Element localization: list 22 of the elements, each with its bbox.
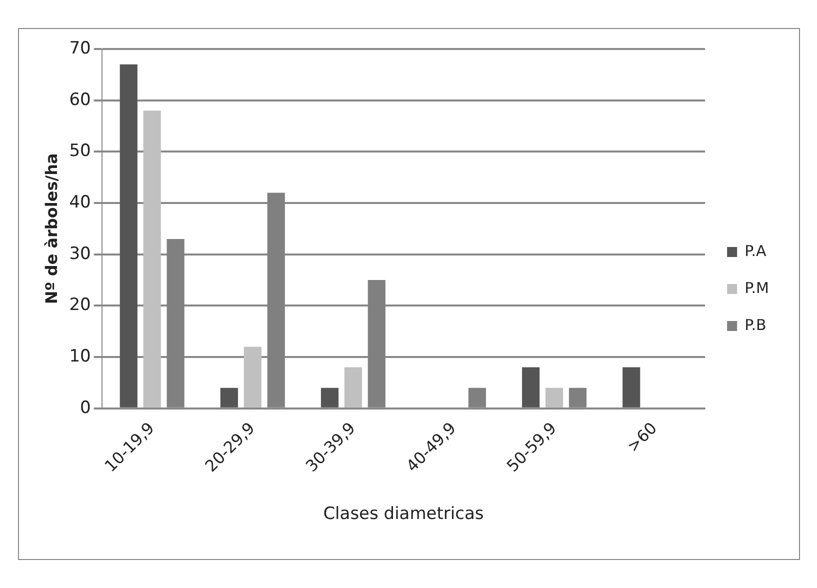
y-tick-label: 10 (69, 346, 91, 366)
x-axis-title: Clases diametricas (323, 504, 484, 524)
legend-label: P.A (744, 242, 768, 260)
bar (143, 110, 161, 408)
y-tick-label: 0 (80, 398, 91, 418)
y-tick-label: 60 (69, 90, 91, 110)
bar (220, 388, 238, 408)
bar (622, 367, 640, 408)
bar (522, 367, 540, 408)
legend-label: P.B (744, 316, 766, 334)
bar (320, 388, 339, 408)
bar (344, 367, 362, 408)
y-tick-label: 40 (69, 192, 91, 212)
y-tick-label: 50 (69, 141, 91, 162)
legend-label: P.M (744, 278, 770, 297)
bar (244, 346, 262, 408)
y-axis-title: Nº de àrboles/ha (42, 153, 61, 304)
bar (120, 64, 138, 408)
y-tick-label: 70 (69, 38, 91, 58)
y-tick-label: 20 (69, 295, 91, 316)
bar (545, 388, 564, 408)
y-tick-label: 30 (69, 244, 91, 264)
